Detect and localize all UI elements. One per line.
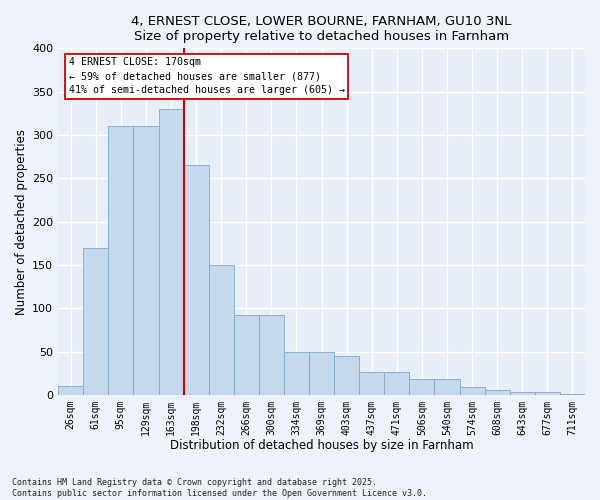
X-axis label: Distribution of detached houses by size in Farnham: Distribution of detached houses by size … [170,440,473,452]
Bar [158,109,184,395]
Bar [133,126,158,395]
Bar [535,392,560,395]
Bar [409,378,434,395]
Title: 4, ERNEST CLOSE, LOWER BOURNE, FARNHAM, GU10 3NL
Size of property relative to de: 4, ERNEST CLOSE, LOWER BOURNE, FARNHAM, … [131,15,512,43]
Bar [58,386,83,395]
Bar [184,166,209,395]
Bar [560,394,585,395]
Text: Contains HM Land Registry data © Crown copyright and database right 2025.
Contai: Contains HM Land Registry data © Crown c… [12,478,427,498]
Bar [510,392,535,395]
Bar [209,265,234,395]
Bar [234,314,259,395]
Bar [259,314,284,395]
Bar [485,390,510,395]
Bar [309,352,334,395]
Bar [384,372,409,395]
Text: 4 ERNEST CLOSE: 170sqm
← 59% of detached houses are smaller (877)
41% of semi-de: 4 ERNEST CLOSE: 170sqm ← 59% of detached… [68,57,344,95]
Bar [460,386,485,395]
Y-axis label: Number of detached properties: Number of detached properties [15,129,28,315]
Bar [434,378,460,395]
Bar [83,248,109,395]
Bar [334,356,359,395]
Bar [359,372,384,395]
Bar [284,352,309,395]
Bar [109,126,133,395]
